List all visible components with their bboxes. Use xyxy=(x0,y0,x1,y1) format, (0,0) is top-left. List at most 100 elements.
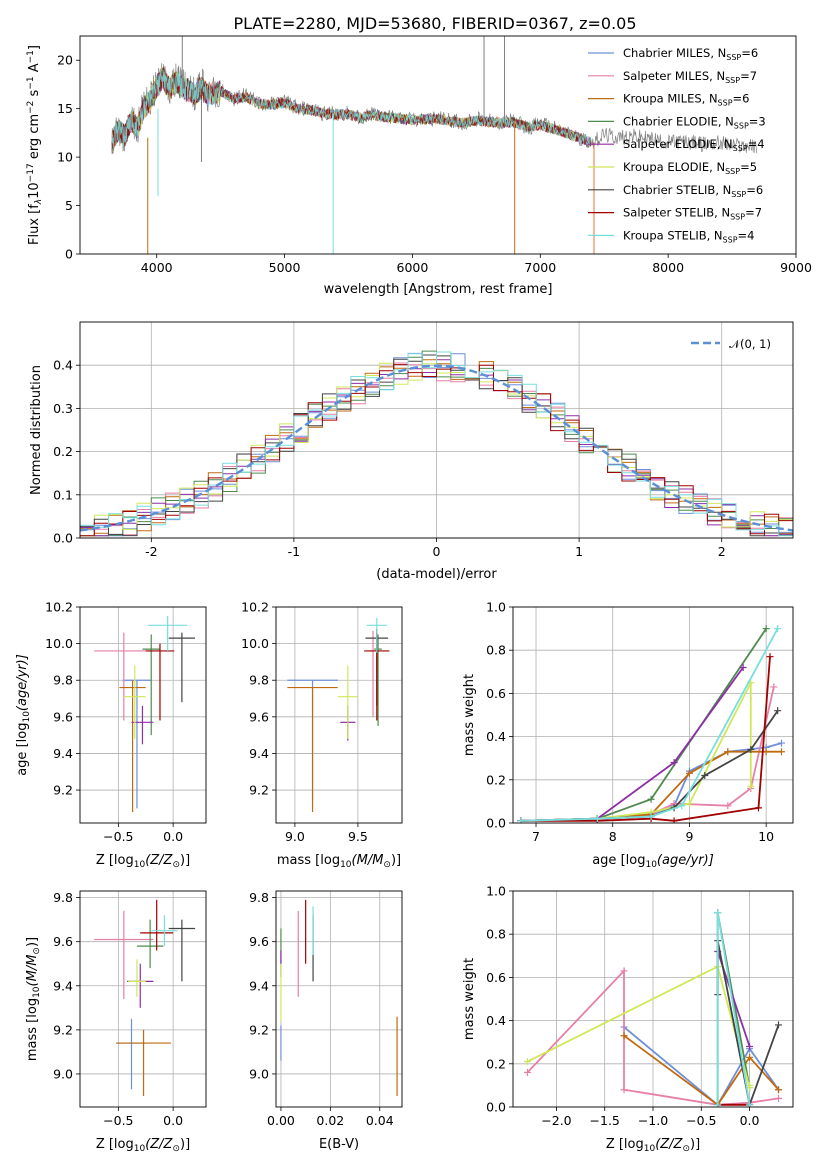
weight-marker xyxy=(593,815,601,823)
x-tick-label: 0.00 xyxy=(267,1113,295,1128)
x-tick-label: 8000 xyxy=(652,260,684,275)
x-tick-label: −0.5 xyxy=(103,1113,133,1128)
histogram-step xyxy=(80,351,793,537)
x-tick-label: 2 xyxy=(718,544,726,559)
label-part: Z [log xyxy=(606,1137,644,1152)
weight-marker xyxy=(739,663,747,671)
label-part: −2 xyxy=(26,101,36,114)
label-part: SSP xyxy=(725,167,740,176)
y-tick-label: 20 xyxy=(57,53,73,68)
weight-marker xyxy=(746,1053,754,1061)
y-tick-label: 10.2 xyxy=(241,600,269,615)
label-part: =6 xyxy=(746,183,763,197)
label-part: s xyxy=(27,89,42,100)
weight-marker xyxy=(620,1032,628,1040)
x-axis-label: wavelength [Angstrom, rest frame] xyxy=(324,282,553,297)
x-tick-label: 10 xyxy=(758,829,774,844)
y-axis-label: mass weight xyxy=(462,958,477,1040)
histogram-step xyxy=(80,364,793,537)
y-tick-label: 9.2 xyxy=(53,783,73,798)
axes-frame xyxy=(79,890,207,1108)
x-tick-label: 9.5 xyxy=(348,829,368,844)
label-part: −1 xyxy=(26,76,36,89)
weight-marker xyxy=(685,800,693,808)
panel-spectrum: 4000 5000 6000 7000 8000 9000 0 5 10 15 20 Chabrier… xyxy=(26,35,812,297)
weight-lines xyxy=(517,625,785,823)
weight-marker xyxy=(775,1094,783,1102)
x-axis-label: Z [log10(Z/Z⊙)] xyxy=(606,1137,700,1154)
weight-marker xyxy=(777,748,785,756)
x-tick-label: −1.5 xyxy=(590,1113,620,1128)
panel-residuals: -2 -1 0 1 2 0.0 0.1 0.2 0.3 0.4 𝒩(0, 1) (data-model… xyxy=(29,321,794,582)
y-tick-label: 9.2 xyxy=(249,783,269,798)
label-part: =6 xyxy=(741,46,758,60)
y-tick-label: 0.0 xyxy=(486,1100,506,1115)
errorbar-points xyxy=(94,616,196,813)
weight-marker xyxy=(523,1058,531,1066)
label-part: )] xyxy=(25,937,40,947)
x-tick-label: 6000 xyxy=(397,260,429,275)
x-tick-label: 1 xyxy=(575,544,583,559)
label-part: =4 xyxy=(748,137,765,151)
x-axis-label: age [log10(age/yr)] xyxy=(592,853,714,870)
x-tick-label: 9.0 xyxy=(285,829,305,844)
y-tick-label: 9.8 xyxy=(53,890,73,905)
x-axis-label: Z [log10(Z/Z⊙)] xyxy=(96,853,190,870)
x-tick-label: 0 xyxy=(433,544,441,559)
label-part: (M/M xyxy=(352,853,384,868)
x-tick-label: −0.5 xyxy=(686,1113,716,1128)
y-tick-label: 9.4 xyxy=(53,746,73,761)
label-part: =7 xyxy=(740,69,757,83)
legend-entry: Chabrier MILES, NSSP=6 xyxy=(623,46,758,62)
y-tick-label: 10.2 xyxy=(45,600,73,615)
x-tick-label: 4000 xyxy=(141,260,173,275)
label-part: Kroupa MILES, N xyxy=(623,92,718,106)
x-tick-label: 5000 xyxy=(269,260,301,275)
weight-marker xyxy=(647,813,655,821)
x-tick-label: 0.0 xyxy=(740,1113,760,1128)
y-tick-label: 5 xyxy=(65,198,73,213)
panel-age-vs-Z: −0.5 0.09.29.49.69.810.010.2Z [log10(Z/Z⊙… xyxy=(15,600,207,870)
x-tick-label: −0.5 xyxy=(103,829,133,844)
label-part: 10 xyxy=(22,711,32,723)
weight-marker xyxy=(678,802,686,810)
label-part: =7 xyxy=(745,206,762,220)
weight-marker xyxy=(647,795,655,803)
y-axis-label: mass [log10(M/M⊙)] xyxy=(25,937,42,1061)
weight-marker xyxy=(517,817,525,823)
panel-age-vs-mass: 9.0 9.5 9.2 9.4 9.6 9.8 10.0 10.2 mass [log10(M/… xyxy=(241,600,403,870)
y-tick-label: 9.6 xyxy=(53,934,73,949)
legend-entry: Kroupa STELIB, NSSP=4 xyxy=(623,228,754,244)
weight-marker xyxy=(766,653,774,661)
weight-marker xyxy=(775,1021,783,1029)
label-part: )] xyxy=(690,1137,700,1152)
x-tick-label: 8 xyxy=(609,829,617,844)
y-tick-label: 10 xyxy=(57,150,73,165)
label-part: =4 xyxy=(738,228,755,242)
y-tick-label: 9.6 xyxy=(249,709,269,724)
label-part: (age/yr)] xyxy=(657,853,714,868)
legend-entry: Chabrier ELODIE, NSSP=3 xyxy=(623,114,766,130)
weight-marker xyxy=(714,1101,722,1107)
weight-series-line xyxy=(526,968,779,1106)
weight-marker xyxy=(724,748,732,756)
x-tick-label: 7 xyxy=(532,829,540,844)
y-tick-label: 0.4 xyxy=(486,1013,506,1028)
weight-marker xyxy=(762,625,770,633)
label-part: SSP xyxy=(726,53,741,62)
label-part: =3 xyxy=(749,114,766,128)
label-part: Salpeter MILES, N xyxy=(623,69,725,83)
gaussian-curve xyxy=(80,364,793,532)
y-tick-label: 0.0 xyxy=(486,816,506,831)
weight-series-line xyxy=(623,1034,780,1107)
weight-marker xyxy=(746,1101,754,1107)
label-part: erg cm xyxy=(27,114,42,163)
axes-frame xyxy=(275,606,403,824)
label-part: −17 xyxy=(26,163,36,182)
errorbar-points xyxy=(94,899,196,1096)
model-spectrum-line xyxy=(111,69,592,149)
weight-marker xyxy=(774,625,782,633)
x-tick-label: -2 xyxy=(145,544,157,559)
label-part: 10 xyxy=(32,986,42,998)
